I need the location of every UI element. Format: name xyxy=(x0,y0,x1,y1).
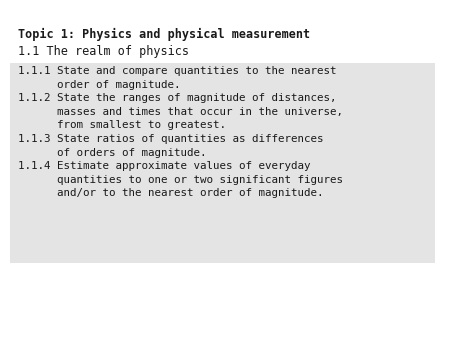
Text: 1.1.1 State and compare quantities to the nearest
      order of magnitude.
1.1.: 1.1.1 State and compare quantities to th… xyxy=(18,66,343,198)
FancyBboxPatch shape xyxy=(10,63,435,263)
Text: Topic 1: Physics and physical measurement: Topic 1: Physics and physical measuremen… xyxy=(18,28,310,41)
Text: 1.1 The realm of physics: 1.1 The realm of physics xyxy=(18,45,189,58)
